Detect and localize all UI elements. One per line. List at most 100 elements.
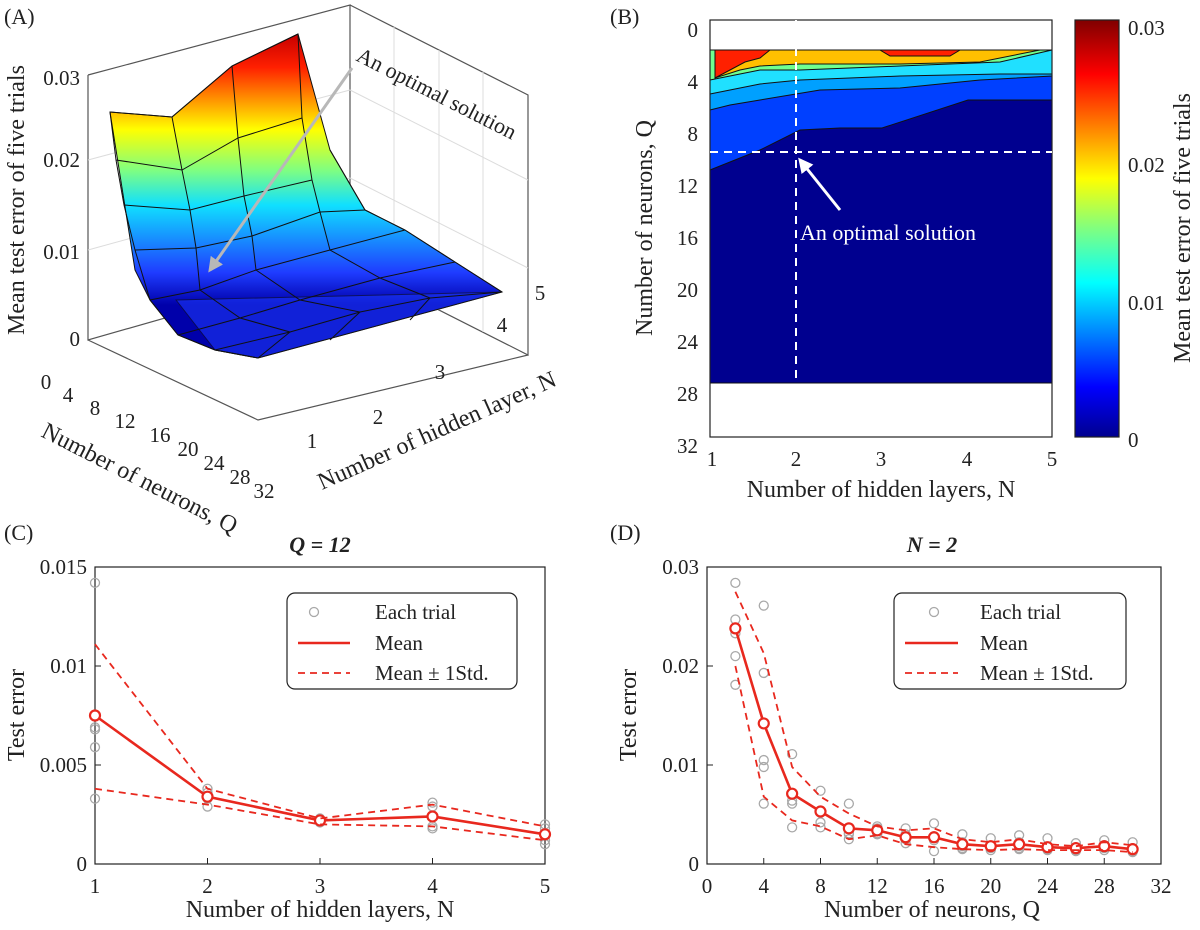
y-tick: 4 — [63, 383, 74, 407]
trial-point — [730, 577, 741, 588]
y-tick: 32 — [254, 479, 275, 503]
x-tick: 2 — [791, 447, 802, 471]
trial-point — [786, 748, 798, 760]
panel-a-x-ticks: 1 2 3 4 5 — [307, 281, 546, 453]
panel-a-arrow — [208, 67, 354, 273]
mesh-line — [297, 33, 431, 321]
x-tick: 3 — [876, 447, 887, 471]
z-tick: 0 — [70, 327, 81, 351]
mean-point — [842, 822, 855, 835]
mesh-line — [109, 33, 299, 118]
panel-d-title: N = 2 — [906, 532, 957, 557]
panel-a-floor-edge — [87, 339, 529, 421]
y-tick: 28 — [230, 465, 251, 489]
y-tick: 0.02 — [662, 654, 699, 678]
panel-d-y-ticks: 0 0.01 0.02 0.03 — [662, 555, 713, 876]
legend-marker-trial — [928, 606, 940, 618]
x-tick: 20 — [980, 874, 1001, 898]
trial-point — [843, 798, 855, 809]
legend-marker-trial — [308, 606, 320, 618]
panel-a-y-label: Number of neurons, Q — [37, 418, 241, 539]
panel-b-y-ticks: 0 4 8 12 16 20 24 28 32 — [677, 18, 699, 458]
panel-b-x-ticks: 1 2 3 4 5 — [707, 447, 1058, 471]
y-tick: 0 — [688, 18, 699, 42]
panel-b: (B) An optimal solution 0 4 8 12 16 20 2… — [610, 4, 1196, 503]
lower-std-line — [734, 665, 1133, 854]
panel-c-y-ticks: 0 0.005 0.01 0.015 — [40, 555, 101, 876]
panel-a-z-label: Mean test error of five trials — [4, 65, 30, 335]
legend-trial-label: Each trial — [375, 600, 456, 624]
panel-c-series — [88, 643, 552, 842]
panel-a-label: (A) — [4, 4, 35, 29]
trial-point — [843, 834, 855, 845]
panel-b-label: (B) — [610, 4, 639, 29]
x-tick: 1 — [90, 874, 101, 898]
mean-point — [814, 805, 827, 818]
panel-d-y-label: Test error — [616, 669, 642, 761]
panel-a-x-label: Number of hidden layer, N — [314, 367, 561, 496]
y-tick: 0.01 — [50, 654, 87, 678]
mesh-line — [171, 116, 292, 359]
x-tick: 0 — [702, 874, 713, 898]
mean-point — [538, 828, 552, 841]
y-tick: 12 — [115, 409, 136, 433]
z-tick: 0.01 — [43, 240, 80, 264]
legend-mean-label: Mean — [375, 631, 423, 655]
x-tick: 3 — [315, 874, 326, 898]
x-tick: 2 — [202, 874, 213, 898]
mean-point — [426, 810, 439, 823]
panel-c: (C) Q = 12 0 0.005 0.01 0.015 1 2 3 4 5 Number … — [4, 520, 552, 923]
y-tick: 16 — [150, 423, 171, 447]
z-tick: 0.02 — [43, 148, 80, 172]
trial-point — [89, 793, 101, 804]
x-tick: 24 — [1037, 874, 1059, 898]
mesh-line — [329, 149, 503, 293]
panel-c-x-label: Number of hidden layers, N — [186, 897, 455, 923]
colorbar-tick: 0.02 — [1128, 153, 1165, 177]
legend-box — [286, 592, 518, 690]
panel-d: (D) N = 2 00.010.020.03 0 4 8 12 16 20 24 28 32 … — [610, 520, 1172, 923]
y-tick: 0.015 — [40, 555, 87, 579]
mean-point — [1126, 843, 1139, 856]
mean-point — [899, 831, 912, 844]
panel-b-y-label: Number of neurons, Q — [632, 120, 658, 336]
mesh-line — [115, 117, 303, 171]
trial-point — [758, 798, 769, 809]
panel-a-surface — [109, 33, 504, 359]
y-tick: 0 — [41, 370, 52, 394]
colorbar-tick: 0.01 — [1128, 291, 1165, 315]
trial-point — [89, 577, 101, 588]
trial-point — [815, 822, 826, 833]
trial-point — [758, 754, 769, 766]
x-tick: 8 — [815, 874, 826, 898]
panel-b-colorbar-ticks: 0.03 0.02 0.01 0 — [1128, 16, 1165, 452]
mean-point — [956, 838, 969, 851]
x-tick: 4 — [759, 874, 770, 898]
x-tick: 5 — [540, 874, 551, 898]
trial-point — [730, 650, 741, 662]
y-tick: 0.01 — [662, 753, 699, 777]
panel-c-legend: Each trial Mean Mean ± 1Std. — [286, 592, 518, 690]
y-tick: 0 — [689, 852, 700, 876]
panel-c-x-ticks: 1 2 3 4 5 — [90, 858, 551, 898]
panel-b-x-label: Number of hidden layers, N — [747, 477, 1016, 503]
contour-band — [714, 49, 772, 79]
x-tick: 1 — [307, 429, 318, 453]
legend-mean-label: Mean — [980, 631, 1028, 655]
legend-trial-label: Each trial — [980, 600, 1061, 624]
panel-b-contours — [709, 49, 1053, 384]
y-tick: 0.03 — [662, 555, 699, 579]
y-tick: 16 — [677, 226, 698, 250]
panel-b-annotation: An optimal solution — [800, 220, 976, 245]
mesh-line — [231, 65, 362, 341]
mean-point — [201, 790, 214, 803]
z-tick: 0.03 — [43, 66, 80, 90]
panel-d-x-label: Number of neurons, Q — [824, 897, 1040, 923]
panel-a: (A) — [4, 4, 560, 539]
panel-d-series — [729, 591, 1139, 856]
trial-point — [758, 667, 769, 679]
trial-point — [815, 817, 826, 828]
x-tick: 28 — [1094, 874, 1115, 898]
y-tick: 0.005 — [40, 753, 87, 777]
